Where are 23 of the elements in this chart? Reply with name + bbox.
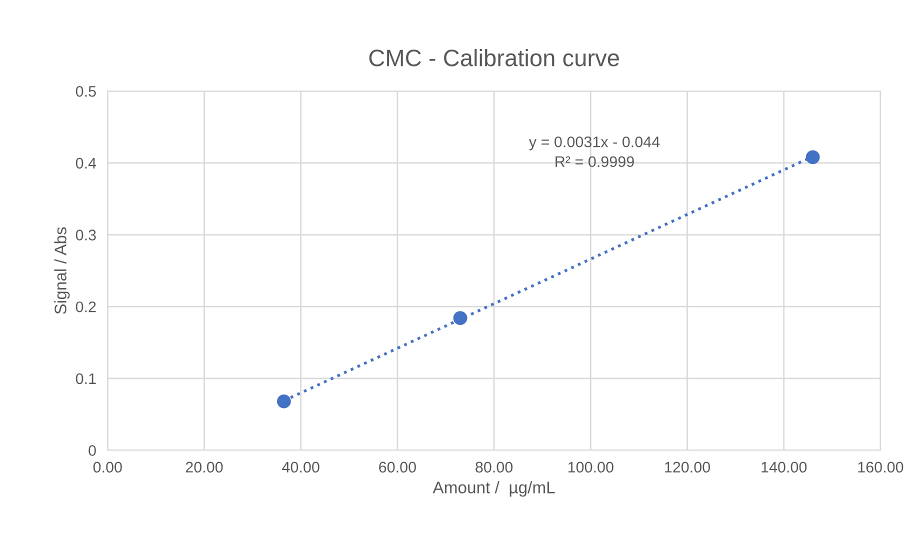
point — [806, 150, 820, 164]
point — [453, 311, 468, 326]
x-tick-label: 60.00 — [379, 462, 416, 473]
x-tick-label: 140.00 — [762, 462, 807, 473]
x-tick-label: 0.00 — [93, 462, 122, 473]
x-tick-label: 80.00 — [476, 462, 513, 473]
x-tick-label: 160.00 — [858, 462, 904, 473]
point — [276, 394, 291, 408]
annotation: y = 0.0031x - 0.044 — [528, 136, 660, 150]
y-tick-label: 0.2 — [76, 301, 96, 312]
y-tick-label: 0 — [88, 445, 96, 456]
x-tick-label: 120.00 — [665, 462, 710, 473]
y-tick-label: 0.1 — [76, 373, 96, 384]
annotation: R² = 0.9999 — [556, 156, 634, 168]
chart-title: CMC - Calibration curve — [369, 49, 619, 66]
y-tick-label: 0.5 — [76, 86, 96, 97]
y-axis-title: Signal / Abs — [54, 227, 70, 314]
y-tick-label: 0.3 — [76, 230, 96, 240]
x-axis-title: Amount / µg/mL — [432, 481, 555, 497]
x-tick-label: 20.00 — [186, 462, 223, 473]
x-tick-label: 40.00 — [282, 462, 320, 473]
x-tick-label: 100.00 — [568, 462, 614, 473]
y-tick-label: 0.4 — [76, 158, 96, 169]
